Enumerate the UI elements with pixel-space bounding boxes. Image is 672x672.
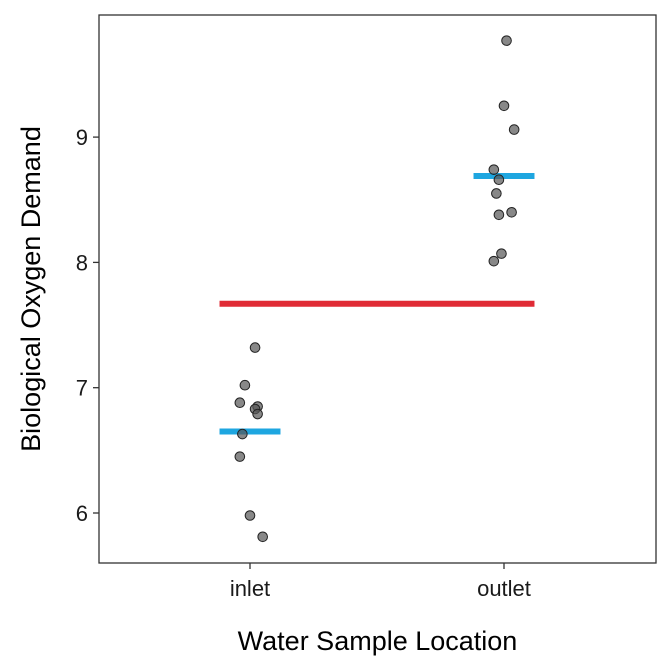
data-point-outlet [491,188,502,199]
data-point-outlet [488,164,500,175]
y-axis-title: Biological Oxygen Demand [16,126,46,452]
data-point-inlet [239,379,251,391]
data-point-inlet [237,428,248,440]
y-tick-label: 9 [76,125,88,150]
data-point-outlet [508,124,520,135]
data-point-outlet [493,174,505,186]
y-tick-label: 8 [76,250,88,275]
y-tick-label: 6 [76,501,88,526]
plot-panel [98,14,657,564]
x-tick-label-outlet: outlet [477,576,531,601]
x-axis: inlet outlet [230,563,531,601]
group-mean-layer [219,172,535,435]
data-point-outlet [501,35,512,46]
data-point-inlet [244,510,256,521]
data-point-outlet [493,209,505,221]
data-point-inlet [257,531,269,543]
data-point-inlet [234,451,246,462]
y-tick-label: 7 [76,376,88,401]
data-point-inlet [252,408,263,420]
data-point-inlet [234,397,246,409]
y-axis: 6 7 8 9 [76,125,99,526]
data-point-outlet [506,206,517,218]
data-point-inlet [249,342,261,353]
points-layer [234,35,520,543]
data-point-outlet [498,100,510,112]
x-axis-title: Water Sample Location [238,626,518,656]
data-point-outlet [496,248,507,259]
data-point-outlet [488,255,500,267]
x-tick-label-inlet: inlet [230,576,270,601]
